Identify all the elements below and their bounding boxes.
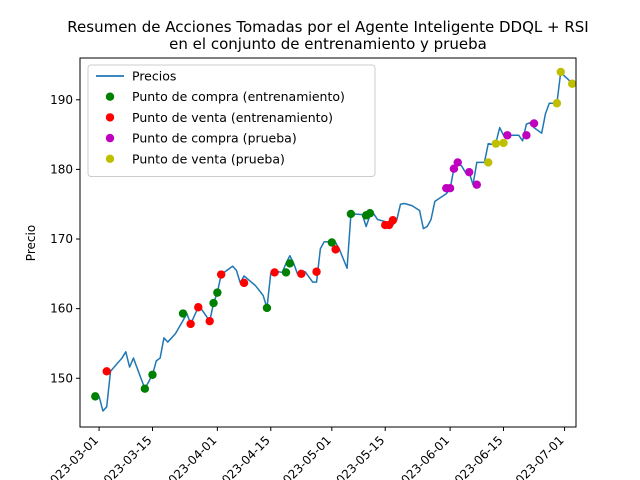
point-punto-de-venta-entrenamiento-8 — [312, 267, 321, 276]
legend-swatch-marker — [105, 92, 115, 101]
point-punto-de-compra-prueba-6 — [503, 131, 512, 140]
point-punto-de-compra-prueba-5 — [472, 180, 481, 189]
point-punto-de-compra-entrenamiento-9 — [327, 238, 337, 247]
point-punto-de-compra-prueba-8 — [529, 119, 539, 128]
point-punto-de-compra-prueba-1 — [445, 183, 455, 193]
x-tick-label: 2023-06-01 — [393, 433, 452, 480]
chart-subtitle: en el conjunto de entrenamiento y prueba — [169, 35, 487, 53]
point-punto-de-compra-entrenamiento-2 — [148, 370, 157, 379]
point-punto-de-venta-entrenamiento-1 — [186, 319, 195, 329]
legend-swatch-marker — [105, 154, 115, 163]
point-punto-de-venta-entrenamiento-4 — [216, 270, 226, 279]
point-punto-de-compra-entrenamiento-4 — [209, 298, 218, 308]
y-axis-label: Precio — [24, 225, 38, 261]
point-punto-de-compra-prueba-3 — [453, 158, 462, 167]
point-punto-de-compra-entrenamiento-7 — [281, 268, 291, 277]
point-punto-de-compra-entrenamiento-5 — [213, 288, 222, 297]
point-punto-de-venta-prueba-0 — [484, 158, 493, 167]
point-punto-de-compra-entrenamiento-1 — [140, 384, 150, 393]
point-punto-de-compra-entrenamiento-0 — [91, 392, 100, 401]
point-punto-de-venta-entrenamiento-3 — [205, 316, 214, 326]
point-punto-de-venta-prueba-1 — [491, 139, 501, 148]
x-tick-label: 2023-03-15 — [95, 433, 154, 480]
legend-swatch-marker — [105, 113, 115, 122]
y-tick-label: 150 — [50, 371, 73, 385]
chart-title: Resumen de Acciones Tomadas por el Agent… — [67, 18, 588, 36]
x-tick-label: 2023-07-01 — [507, 433, 566, 480]
legend-box — [87, 64, 376, 177]
point-punto-de-compra-entrenamiento-12 — [365, 209, 375, 218]
point-punto-de-venta-entrenamiento-2 — [194, 303, 203, 312]
point-punto-de-compra-entrenamiento-8 — [285, 259, 295, 268]
point-punto-de-venta-entrenamiento-6 — [270, 268, 279, 277]
y-tick-label: 190 — [50, 93, 73, 107]
point-punto-de-venta-prueba-3 — [552, 99, 562, 108]
axes-frame — [79, 57, 577, 428]
point-punto-de-compra-prueba-4 — [464, 167, 474, 177]
x-tick-label: 2023-05-15 — [328, 433, 387, 480]
point-punto-de-compra-prueba-2 — [449, 164, 459, 173]
point-punto-de-venta-prueba-4 — [556, 67, 565, 77]
point-punto-de-compra-entrenamiento-3 — [178, 309, 188, 318]
points-layer — [91, 67, 577, 401]
legend-label: Punto de compra (entrenamiento) — [132, 89, 345, 104]
y-tick-label: 180 — [50, 162, 73, 176]
y-axis: 150 160 170 180 190 — [50, 93, 80, 385]
x-tick-label: 2023-06-15 — [446, 433, 505, 480]
x-tick-label: 2023-04-15 — [214, 433, 273, 480]
legend: Precios Punto de compra (entrenamiento) Pu… — [87, 64, 376, 177]
point-punto-de-venta-prueba-5 — [567, 79, 577, 88]
legend-label: Punto de venta (prueba) — [132, 151, 285, 166]
point-punto-de-compra-prueba-7 — [522, 131, 531, 140]
point-punto-de-venta-entrenamiento-0 — [102, 367, 111, 376]
legend-label: Precios — [132, 69, 176, 84]
point-punto-de-compra-entrenamiento-10 — [346, 209, 356, 219]
legend-swatch-marker — [105, 133, 115, 143]
y-tick-label: 160 — [50, 302, 73, 316]
legend-label: Punto de compra (prueba) — [132, 131, 297, 146]
y-tick-label: 170 — [50, 232, 73, 246]
point-punto-de-venta-entrenamiento-7 — [297, 269, 306, 279]
point-punto-de-compra-entrenamiento-6 — [262, 303, 272, 313]
x-tick-label: 2023-04-01 — [160, 433, 219, 480]
x-tick-label: 2023-03-01 — [42, 433, 101, 480]
x-tick-label: 2023-05-01 — [275, 433, 334, 480]
point-punto-de-venta-entrenamiento-12 — [388, 216, 398, 225]
legend-label: Punto de venta (entrenamiento) — [132, 110, 333, 125]
point-punto-de-venta-prueba-2 — [499, 138, 508, 148]
point-punto-de-venta-entrenamiento-5 — [239, 278, 249, 288]
point-punto-de-venta-entrenamiento-9 — [331, 245, 340, 254]
